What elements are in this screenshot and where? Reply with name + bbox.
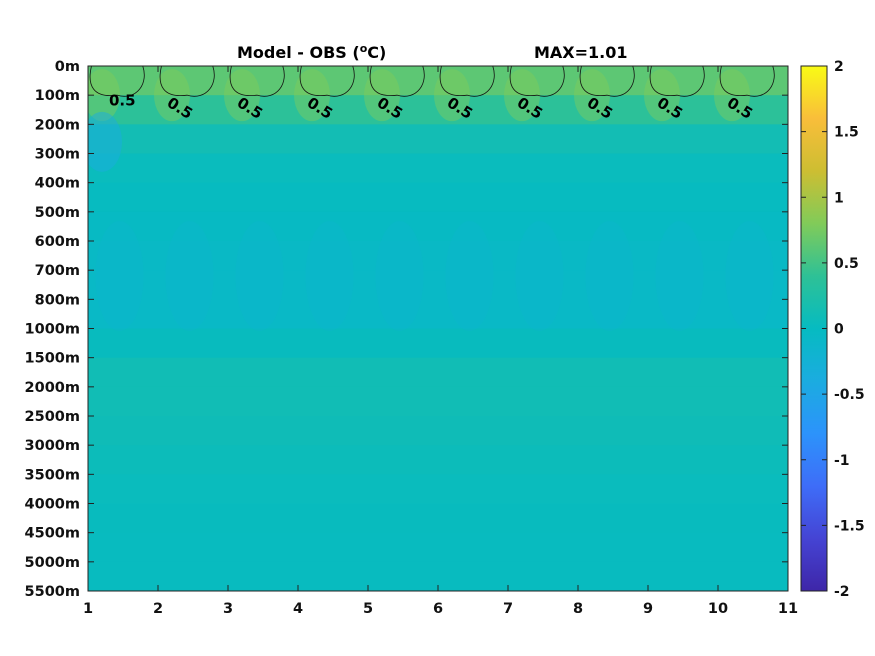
y-tick-label: 3000m: [25, 438, 80, 454]
heatmap-texture: [585, 221, 634, 331]
colorbar-tick-label: 1: [834, 190, 844, 206]
y-tick-label: 300m: [35, 147, 80, 163]
heatmap-texture: [154, 69, 190, 122]
colorbar-tick-label: 1.5: [834, 125, 859, 141]
x-tick-label: 8: [573, 601, 583, 617]
x-tick-label: 1: [83, 601, 93, 617]
colorbar-tick-label: -1: [834, 453, 850, 469]
heatmap-band: [88, 124, 788, 154]
heatmap-band: [88, 95, 788, 125]
y-axis: 0m 100m 200m 300m 400m 500m 600m 700m 800m 1000m 1…: [25, 59, 788, 600]
heatmap-band: [88, 503, 788, 534]
y-tick-label: 1000m: [25, 322, 80, 338]
x-axis: 1 2 3 4 5 6 7 8 9 10 11: [83, 66, 798, 617]
heatmap-band: [88, 386, 788, 417]
x-tick-label: 10: [708, 601, 728, 617]
x-tick-label: 9: [643, 601, 653, 617]
y-tick-label: 0m: [55, 59, 80, 75]
colorbar-ticks: 2 1.5 1 0.5 0 -0.5 -1 -1.5 -2: [801, 59, 865, 600]
contour-label: 0.5: [109, 91, 136, 109]
heatmap-band: [88, 445, 788, 475]
heatmap-band: [88, 532, 788, 563]
colorbar-tick-label: -0.5: [834, 387, 865, 403]
colorbar-tick-label: -2: [834, 584, 850, 600]
y-tick-label: 700m: [35, 263, 80, 279]
heatmap-texture: [714, 69, 750, 122]
heatmap-texture: [515, 221, 564, 331]
heatmap-texture: [504, 69, 540, 122]
y-tick-label: 2500m: [25, 409, 80, 425]
y-tick-label: 800m: [35, 292, 80, 308]
chart-title: Model - OBS (oC): [237, 42, 386, 62]
x-tick-label: 3: [223, 601, 233, 617]
heatmap-band: [88, 357, 788, 388]
colorbar-tick-label: -1.5: [834, 518, 865, 534]
heatmap-band: [88, 474, 788, 504]
heatmap-band: [88, 270, 788, 300]
y-tick-label: 100m: [35, 88, 80, 104]
x-tick-label: 2: [153, 601, 163, 617]
y-tick-label: 600m: [35, 234, 80, 250]
y-tick-label: 500m: [35, 205, 80, 221]
heatmap-band: [88, 153, 788, 184]
y-tick-label: 2000m: [25, 380, 80, 396]
heatmap-texture: [305, 221, 354, 331]
heatmap-texture: [364, 69, 400, 122]
max-label: MAX=1.01: [534, 43, 628, 62]
y-tick-label: 5500m: [25, 584, 80, 600]
y-tick-label: 4000m: [25, 497, 80, 513]
heatmap-band: [88, 211, 788, 242]
heatmap-texture: [644, 69, 680, 122]
heatmap-texture: [434, 69, 470, 122]
heatmap-texture: [88, 111, 122, 172]
heatmap-texture: [725, 221, 774, 331]
heatmap-band: [88, 299, 788, 329]
heatmap-band: [88, 241, 788, 271]
heatmap-texture: [655, 221, 704, 331]
heatmap-texture: [294, 69, 330, 122]
y-tick-label: 1500m: [25, 351, 80, 367]
y-tick-label: 3500m: [25, 467, 80, 483]
colorbar-tick-label: 2: [834, 59, 844, 75]
y-tick-label: 4500m: [25, 526, 80, 542]
y-tick-label: 5000m: [25, 555, 80, 571]
y-tick-label: 400m: [35, 176, 80, 192]
heatmap-band: [88, 328, 788, 359]
heatmap-texture: [375, 221, 424, 331]
heatmap-band: [88, 182, 788, 213]
heatmap-band: [88, 416, 788, 446]
x-tick-label: 5: [363, 601, 373, 617]
heatmap-texture: [235, 221, 284, 331]
heatmap-texture: [95, 221, 144, 331]
heatmap-texture: [574, 69, 610, 122]
x-tick-label: 4: [293, 601, 303, 617]
x-tick-label: 6: [433, 601, 443, 617]
heatmap-area: 0.5 0.5 0.5 0.5 0.5 0.5 0.5 0.5 0.5 0.5: [88, 66, 788, 591]
colorbar-tick-label: 0.5: [834, 256, 859, 272]
x-tick-label: 11: [778, 601, 798, 617]
heatmap-depth-bands: [88, 66, 788, 591]
heatmap-texture: [224, 69, 260, 122]
heatmap-texture: [165, 221, 214, 331]
colorbar-tick-label: 0: [834, 322, 844, 338]
heatmap-detail: [88, 69, 774, 331]
x-tick-label: 7: [503, 601, 513, 617]
heatmap-texture: [445, 221, 494, 331]
y-tick-label: 200m: [35, 117, 80, 133]
